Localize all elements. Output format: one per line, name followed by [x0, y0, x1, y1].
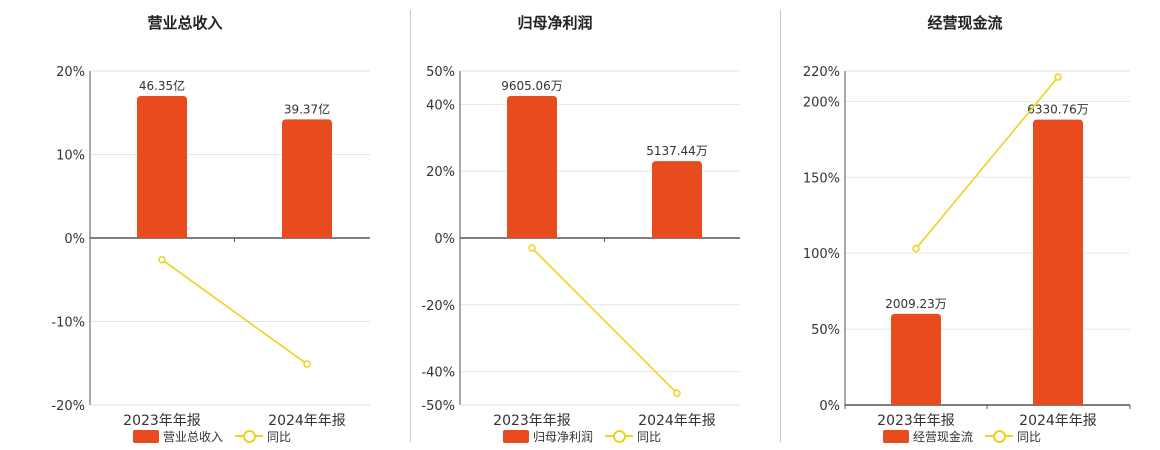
x-category-label: 2023年年报 [877, 413, 955, 429]
bar-data-label: 6330.76万 [1027, 103, 1089, 117]
x-category-label: 2024年年报 [1019, 413, 1097, 429]
bar-data-label: 2009.23万 [885, 297, 947, 311]
bar [137, 96, 187, 238]
chart-legend: 经营现金流 同比 [883, 426, 1041, 446]
revenue-chart-svg: 20% 10% 0% -10% -20% 46.35亿 39.37亿 2023年年报 2024年… [51, 65, 370, 429]
bar [652, 161, 702, 238]
line-legend-label: 同比 [267, 429, 292, 444]
bar [891, 313, 941, 405]
bar-legend-swatch [133, 429, 159, 443]
y-tick-label: 0% [64, 232, 85, 247]
y-tick-label: 50% [426, 65, 455, 80]
bar-legend-swatch [503, 429, 529, 443]
line-legend-label: 同比 [637, 429, 662, 444]
chart-legend: 归母净利润 同比 [503, 426, 661, 446]
chart-legend: 营业总收入 同比 [133, 426, 291, 446]
y-tick-label: 0% [819, 399, 840, 414]
bar-legend-label: 经营现金流 [913, 429, 974, 444]
bar-legend-swatch [883, 429, 909, 443]
panel-divider [410, 10, 411, 442]
bar [1033, 119, 1083, 405]
yoy-line [915, 76, 1059, 250]
cashflow-chart-svg: 220% 200% 150% 100% 50% 0% 2009.23万 6330.76万 202… [803, 65, 1131, 429]
y-tick-label: 100% [803, 247, 840, 262]
yoy-line [161, 259, 308, 365]
y-tick-label: -50% [421, 399, 455, 414]
line-legend-label: 同比 [1017, 429, 1042, 444]
bar-legend-label: 归母净利润 [533, 429, 594, 444]
y-tick-label: 150% [803, 171, 840, 186]
net-profit-chart-panel: 归母净利润 50% 40% 20% 0% -20% -40% -50% 9605.06万 513… [370, 0, 740, 450]
y-tick-label: 200% [803, 95, 840, 110]
y-tick-label: 20% [56, 65, 85, 80]
x-category-label: 2024年年报 [268, 413, 346, 429]
y-tick-label: 0% [434, 232, 455, 247]
bar-data-label: 39.37亿 [284, 101, 330, 116]
y-tick-label: 50% [811, 323, 840, 338]
revenue-chart-panel: 营业总收入 20% 10% 0% -10% -20% 46.35亿 39.37亿 2023年年… [0, 0, 370, 450]
yoy-point [303, 360, 311, 368]
chart-title: 归母净利润 [517, 14, 593, 32]
yoy-point [158, 255, 166, 264]
x-category-label: 2023年年报 [123, 413, 201, 429]
x-category-label: 2024年年报 [638, 413, 716, 429]
line-legend-swatch [985, 429, 1014, 443]
y-tick-label: 220% [803, 65, 840, 80]
bar-legend-label: 营业总收入 [163, 429, 224, 444]
y-tick-label: -20% [421, 299, 455, 314]
yoy-point [528, 244, 536, 252]
y-tick-label: 40% [426, 98, 455, 113]
x-category-label: 2023年年报 [493, 413, 571, 429]
line-legend-swatch [605, 429, 634, 443]
bar-data-label: 9605.06万 [501, 79, 563, 93]
bar [507, 96, 557, 238]
y-tick-label: 10% [56, 149, 85, 164]
bar-data-label: 46.35亿 [139, 78, 185, 93]
bar-data-label: 5137.44万 [646, 144, 708, 158]
chart-title: 经营现金流 [927, 14, 1003, 32]
y-tick-label: -40% [421, 366, 455, 381]
y-tick-label: -10% [51, 316, 85, 331]
line-legend-swatch [235, 429, 264, 443]
panel-divider [780, 10, 781, 442]
cashflow-chart-panel: 经营现金流 220% 200% 150% 100% 50% 0% 2009.23万 6330.… [780, 0, 1150, 450]
y-tick-label: 20% [426, 165, 455, 180]
yoy-point [912, 244, 920, 253]
yoy-line [531, 247, 678, 394]
net-profit-chart-svg: 50% 40% 20% 0% -20% -40% -50% 9605.06万 5137.44万 2… [421, 65, 740, 429]
bar [282, 119, 332, 238]
yoy-point [673, 389, 681, 398]
yoy-point [1054, 73, 1062, 81]
y-tick-label: -20% [51, 399, 85, 414]
chart-title: 营业总收入 [147, 14, 223, 32]
